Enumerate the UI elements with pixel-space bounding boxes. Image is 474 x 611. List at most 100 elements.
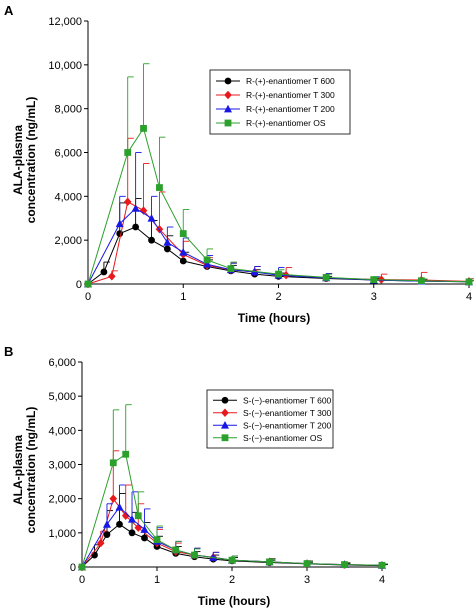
data-point bbox=[123, 197, 132, 207]
data-point bbox=[131, 204, 140, 212]
legend-label: R-(+)-enantiomer T 600 bbox=[246, 76, 335, 86]
data-point bbox=[266, 558, 273, 566]
data-point bbox=[115, 219, 124, 228]
x-tick-label-a: 0 bbox=[85, 291, 91, 303]
x-tick-label-a: 2 bbox=[275, 291, 281, 303]
y-tick-label-b: 6,000 bbox=[48, 357, 76, 369]
x-tick-label-a: 4 bbox=[466, 291, 472, 303]
data-point bbox=[102, 520, 111, 528]
y-tick-label-b: 2,000 bbox=[48, 494, 76, 506]
y-tick-label-a: 6,000 bbox=[54, 148, 82, 160]
x-axis-title-b: Time (hours) bbox=[198, 594, 270, 608]
data-point bbox=[465, 278, 473, 286]
data-point bbox=[128, 514, 137, 523]
data-point bbox=[172, 546, 180, 554]
y-axis-title-a-line2: concentration (ng/mL) bbox=[24, 97, 38, 224]
legend-marker bbox=[224, 90, 232, 100]
legend-marker bbox=[221, 396, 229, 404]
data-point bbox=[417, 277, 425, 285]
y-tick-label-b: 0 bbox=[70, 562, 76, 574]
data-point bbox=[109, 494, 118, 503]
data-point bbox=[191, 551, 198, 559]
data-point bbox=[91, 551, 98, 559]
series-line bbox=[87, 127, 470, 285]
data-point bbox=[115, 503, 124, 511]
series-a-4 bbox=[84, 63, 474, 288]
legend-label: S-(−)-enantiomer T 600 bbox=[243, 395, 332, 405]
data-point bbox=[84, 280, 92, 288]
data-point bbox=[134, 512, 142, 520]
data-point bbox=[341, 561, 348, 569]
y-tick-label-a: 10,000 bbox=[48, 60, 82, 72]
data-point bbox=[96, 538, 105, 548]
x-axis-title-a: Time (hours) bbox=[238, 311, 310, 325]
x-tick-label-b: 4 bbox=[379, 574, 385, 586]
data-point bbox=[121, 511, 130, 520]
data-point bbox=[100, 268, 108, 276]
y-tick-label-b: 5,000 bbox=[48, 391, 76, 403]
legend-b: S-(−)-enantiomer T 600 S-(−)-enantiomer T… bbox=[206, 389, 334, 449]
data-point bbox=[370, 276, 378, 284]
y-tick-label-a: 12,000 bbox=[48, 16, 82, 28]
data-point bbox=[203, 260, 212, 268]
data-point bbox=[163, 245, 171, 253]
x-tick-label-b: 0 bbox=[79, 574, 85, 586]
legend-marker bbox=[224, 104, 232, 113]
y-axis-title-a: ALA-plasma concentration (ng/mL) bbox=[11, 97, 38, 224]
data-point bbox=[147, 214, 156, 222]
y-axis-title-a-line1: ALA-plasma bbox=[11, 125, 25, 195]
data-point bbox=[122, 450, 130, 458]
data-point bbox=[322, 274, 330, 281]
data-point bbox=[116, 520, 123, 528]
x-tick-label-a: 3 bbox=[371, 291, 377, 303]
plot-area-a: 0 2,000 4,000 6,000 8,000 10,000 12,000 0 1 2 3 4 bbox=[48, 16, 474, 303]
data-point bbox=[109, 459, 117, 467]
data-point bbox=[179, 248, 188, 256]
y-tick-label-b: 1,000 bbox=[48, 528, 76, 540]
y-axis-title-b-line1: ALA-plasma bbox=[11, 435, 25, 505]
data-point bbox=[209, 553, 218, 561]
y-tick-label-a: 0 bbox=[76, 279, 82, 291]
data-point bbox=[203, 256, 211, 264]
plot-area-b: 0 1,000 2,000 3,000 4,000 5,000 6,000 0 1 2 3 4 bbox=[48, 357, 388, 586]
legend-marker bbox=[221, 408, 229, 417]
x-tick-label-b: 3 bbox=[304, 574, 310, 586]
y-tick-label-a: 2,000 bbox=[54, 235, 82, 247]
legend-marker bbox=[221, 421, 229, 429]
series-b-4 bbox=[78, 404, 388, 571]
data-point bbox=[228, 556, 236, 564]
legend-label: R-(+)-enantiomer T 200 bbox=[246, 104, 335, 114]
data-point bbox=[156, 184, 163, 191]
y-tick-label-b: 4,000 bbox=[48, 425, 76, 437]
series-b-2 bbox=[78, 450, 388, 572]
y-axis-title-b-line2: concentration (ng/mL) bbox=[24, 407, 38, 534]
data-point bbox=[275, 270, 282, 278]
y-tick-label-b: 3,000 bbox=[48, 460, 76, 472]
data-point bbox=[378, 561, 386, 569]
data-point bbox=[140, 525, 149, 533]
legend-label: S-(−)-enantiomer T 200 bbox=[243, 420, 332, 430]
series-line bbox=[81, 453, 383, 568]
chart-panel-a: A ALA-plasma concentration (ng/mL) Time … bbox=[4, 3, 474, 325]
data-point bbox=[139, 206, 148, 215]
legend-label: R-(+)-enantiomer T 300 bbox=[246, 90, 335, 100]
data-point bbox=[179, 257, 187, 265]
data-point bbox=[153, 536, 161, 544]
legend-a: R-(+)-enantiomer T 600 R-(+)-enantiomer T… bbox=[209, 69, 351, 135]
legend-label: R-(+)-enantiomer OS bbox=[246, 118, 326, 128]
x-tick-label-a: 1 bbox=[180, 291, 186, 303]
legend-marker bbox=[224, 119, 232, 127]
x-tick-label-b: 1 bbox=[154, 574, 160, 586]
data-point bbox=[103, 531, 111, 538]
y-axis-title-b: ALA-plasma concentration (ng/mL) bbox=[11, 407, 38, 534]
y-tick-label-a: 4,000 bbox=[54, 191, 82, 203]
data-point bbox=[303, 560, 311, 567]
data-point bbox=[227, 265, 235, 273]
chart-panel-b: B ALA-plasma concentration (ng/mL) Time … bbox=[4, 344, 388, 608]
legend-marker bbox=[221, 434, 229, 442]
data-point bbox=[179, 230, 187, 237]
data-point bbox=[141, 534, 148, 542]
x-tick-label-b: 2 bbox=[229, 574, 235, 586]
data-point bbox=[116, 230, 124, 237]
